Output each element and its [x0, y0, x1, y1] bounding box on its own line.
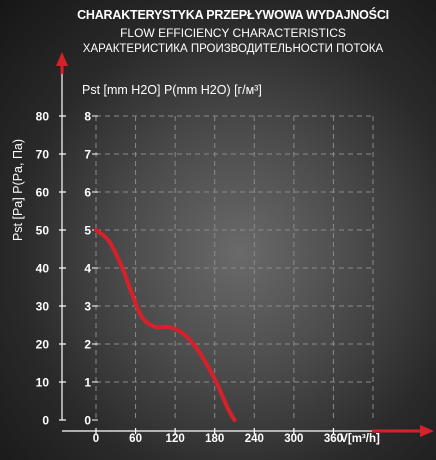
y-tick-label: 30 [36, 300, 50, 314]
x-tick-label: 180 [205, 433, 224, 445]
y2-tick-label: 7 [84, 148, 91, 162]
x-axis-label: V[m³/h] [340, 433, 380, 445]
y-tick-label: 10 [36, 376, 50, 390]
y-tick-label: 70 [36, 148, 50, 162]
y-axis-label: Pst [Pa] P(Pa, Па) [11, 139, 25, 241]
x-tick-label: 360 [324, 433, 343, 445]
y-axis-arrow [56, 52, 68, 66]
chart-title-polish: CHARAKTERYSTYKA PRZEPŁYWOWA WYDAJNOŚCI [77, 8, 389, 22]
x-tick-label: 120 [166, 433, 185, 445]
chart-title-russian: ХАРАКТЕРИСТИКА ПРОИЗВОДИТЕЛЬНОСТИ ПОТОКА [82, 43, 384, 55]
x-axis-arrow [420, 425, 434, 437]
x-tick-label: 0 [93, 433, 99, 445]
y-tick-label: 40 [36, 262, 50, 276]
y-tick-label: 0 [42, 414, 49, 428]
y2-tick-label: 8 [84, 110, 91, 124]
x-tick-label: 240 [245, 433, 264, 445]
y2-tick-label: 4 [84, 262, 91, 276]
y-tick-label: 50 [36, 224, 50, 238]
y2-tick-label: 3 [84, 300, 91, 314]
y2-tick-label: 1 [84, 376, 91, 390]
y-tick-label: 60 [36, 186, 50, 200]
x-tick-label: 60 [129, 433, 142, 445]
chart-titles: CHARAKTERYSTYKA PRZEPŁYWOWA WYDAJNOŚCI F… [0, 8, 436, 55]
y-tick-label: 20 [36, 338, 50, 352]
y-tick-label: 80 [36, 110, 50, 124]
y2-tick-label: 5 [84, 224, 91, 238]
chart-title-english: FLOW EFFICIENCY CHARACTERISTICS [120, 26, 346, 40]
y2-tick-label: 0 [84, 414, 91, 428]
y2-axis-label: Pst [mm H2O] P(mm H2O) [г/м³] [82, 83, 262, 97]
y2-tick-label: 2 [84, 338, 91, 352]
x-tick-label: 300 [284, 433, 303, 445]
flow-curve [94, 228, 237, 422]
y2-tick-label: 6 [84, 186, 91, 200]
